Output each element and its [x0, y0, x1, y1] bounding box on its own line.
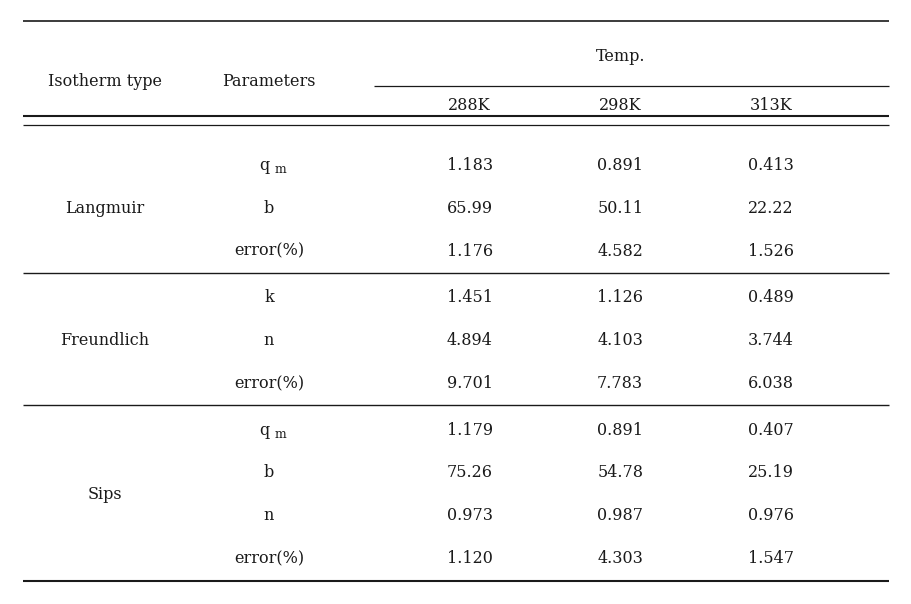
Text: 50.11: 50.11	[597, 200, 642, 217]
Text: 3.744: 3.744	[747, 332, 793, 349]
Text: 4.103: 4.103	[597, 332, 642, 349]
Text: 22.22: 22.22	[747, 200, 793, 217]
Text: n: n	[263, 332, 274, 349]
Text: 1.179: 1.179	[446, 422, 492, 439]
Text: 9.701: 9.701	[446, 375, 492, 392]
Text: 1.120: 1.120	[446, 550, 492, 567]
Text: 0.891: 0.891	[597, 422, 642, 439]
Text: m: m	[274, 163, 286, 176]
Text: error(%): error(%)	[234, 243, 303, 260]
Text: 65.99: 65.99	[446, 200, 492, 217]
Text: Isotherm type: Isotherm type	[48, 73, 162, 90]
Text: q: q	[259, 422, 269, 439]
Text: 6.038: 6.038	[747, 375, 793, 392]
Text: 313K: 313K	[749, 97, 791, 114]
Text: Freundlich: Freundlich	[60, 332, 149, 349]
Text: 25.19: 25.19	[747, 464, 793, 481]
Text: 1.126: 1.126	[597, 289, 642, 306]
Text: Temp.: Temp.	[595, 48, 644, 65]
Text: error(%): error(%)	[234, 375, 303, 392]
Text: 54.78: 54.78	[597, 464, 642, 481]
Text: 0.891: 0.891	[597, 157, 642, 174]
Text: b: b	[263, 200, 274, 217]
Text: n: n	[263, 507, 274, 524]
Text: Sips: Sips	[87, 486, 122, 503]
Text: 0.407: 0.407	[747, 422, 793, 439]
Text: 75.26: 75.26	[446, 464, 492, 481]
Text: Parameters: Parameters	[222, 73, 315, 90]
Text: 1.176: 1.176	[446, 243, 492, 260]
Text: 7.783: 7.783	[597, 375, 642, 392]
Text: b: b	[263, 464, 274, 481]
Text: 1.526: 1.526	[747, 243, 793, 260]
Text: 288K: 288K	[448, 97, 490, 114]
Text: k: k	[264, 289, 273, 306]
Text: 0.987: 0.987	[597, 507, 642, 524]
Text: 0.413: 0.413	[747, 157, 793, 174]
Text: 4.894: 4.894	[446, 332, 492, 349]
Text: 4.303: 4.303	[597, 550, 642, 567]
Text: Langmuir: Langmuir	[66, 200, 144, 217]
Text: 0.489: 0.489	[747, 289, 793, 306]
Text: q: q	[259, 157, 269, 174]
Text: m: m	[274, 428, 286, 441]
Text: 1.451: 1.451	[446, 289, 492, 306]
Text: 1.547: 1.547	[747, 550, 793, 567]
Text: 298K: 298K	[599, 97, 640, 114]
Text: 0.976: 0.976	[747, 507, 793, 524]
Text: 1.183: 1.183	[446, 157, 492, 174]
Text: error(%): error(%)	[234, 550, 303, 567]
Text: 0.973: 0.973	[446, 507, 492, 524]
Text: 4.582: 4.582	[597, 243, 642, 260]
